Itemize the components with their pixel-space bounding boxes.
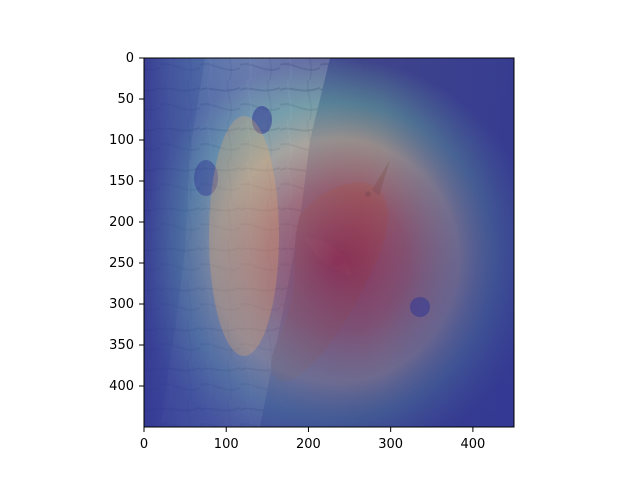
heatmap-right-cool bbox=[144, 58, 514, 427]
warm-trunk-band bbox=[209, 116, 279, 356]
y-tick-label: 100 bbox=[109, 133, 134, 148]
cool-blob-left bbox=[194, 160, 218, 196]
y-tick-label: 50 bbox=[117, 92, 134, 107]
image-content bbox=[144, 58, 514, 427]
y-tick-label: 350 bbox=[109, 338, 134, 353]
y-tick-label: 250 bbox=[109, 256, 134, 271]
y-tick-label: 400 bbox=[109, 379, 134, 394]
y-tick-label: 150 bbox=[109, 174, 134, 189]
y-tick-label: 300 bbox=[109, 297, 134, 312]
y-axis-ticks: 0 50 100 150 200 250 300 350 400 bbox=[109, 51, 144, 394]
x-axis-ticks: 0 100 200 300 400 bbox=[140, 427, 485, 452]
cool-blob-upper bbox=[252, 106, 272, 134]
x-tick-label: 100 bbox=[214, 437, 239, 452]
x-tick-label: 300 bbox=[378, 437, 403, 452]
x-tick-label: 400 bbox=[460, 437, 485, 452]
y-tick-label: 0 bbox=[126, 51, 134, 66]
y-tick-label: 200 bbox=[109, 215, 134, 230]
x-tick-label: 200 bbox=[296, 437, 321, 452]
axes-frame bbox=[143, 57, 515, 428]
cool-blob-right bbox=[410, 297, 430, 317]
x-tick-label: 0 bbox=[140, 437, 148, 452]
